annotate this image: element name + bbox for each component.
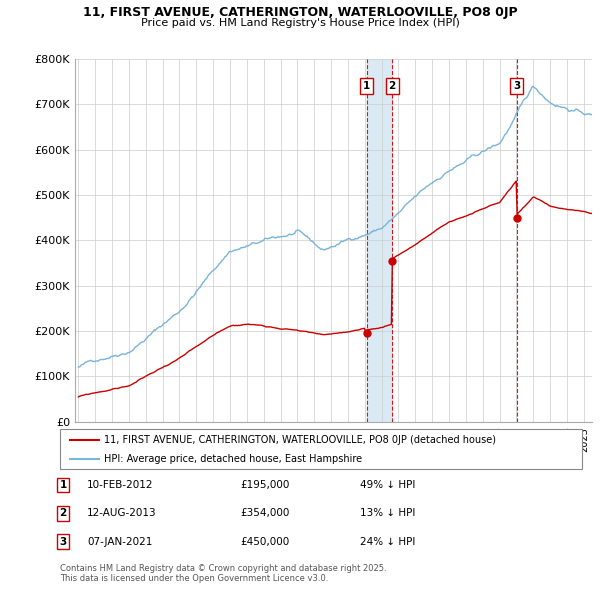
Text: 11, FIRST AVENUE, CATHERINGTON, WATERLOOVILLE, PO8 0JP (detached house): 11, FIRST AVENUE, CATHERINGTON, WATERLOO… (104, 435, 496, 445)
Text: £195,000: £195,000 (240, 480, 289, 490)
FancyBboxPatch shape (60, 429, 582, 469)
Text: 49% ↓ HPI: 49% ↓ HPI (360, 480, 415, 490)
Text: 2: 2 (59, 509, 67, 518)
Text: HPI: Average price, detached house, East Hampshire: HPI: Average price, detached house, East… (104, 454, 362, 464)
Text: 1: 1 (363, 81, 370, 91)
Text: 11, FIRST AVENUE, CATHERINGTON, WATERLOOVILLE, PO8 0JP: 11, FIRST AVENUE, CATHERINGTON, WATERLOO… (83, 6, 517, 19)
Bar (367, 59, 392, 422)
Text: 3: 3 (513, 81, 521, 91)
Text: 2: 2 (388, 81, 395, 91)
Text: £354,000: £354,000 (240, 509, 289, 518)
Text: 13% ↓ HPI: 13% ↓ HPI (360, 509, 415, 518)
Text: Price paid vs. HM Land Registry's House Price Index (HPI): Price paid vs. HM Land Registry's House … (140, 18, 460, 28)
Text: Contains HM Land Registry data © Crown copyright and database right 2025.
This d: Contains HM Land Registry data © Crown c… (60, 563, 386, 583)
Text: 07-JAN-2021: 07-JAN-2021 (87, 537, 152, 546)
Text: 24% ↓ HPI: 24% ↓ HPI (360, 537, 415, 546)
Text: £450,000: £450,000 (240, 537, 289, 546)
Text: 3: 3 (59, 537, 67, 546)
Text: 10-FEB-2012: 10-FEB-2012 (87, 480, 154, 490)
Text: 12-AUG-2013: 12-AUG-2013 (87, 509, 157, 518)
Text: 1: 1 (59, 480, 67, 490)
